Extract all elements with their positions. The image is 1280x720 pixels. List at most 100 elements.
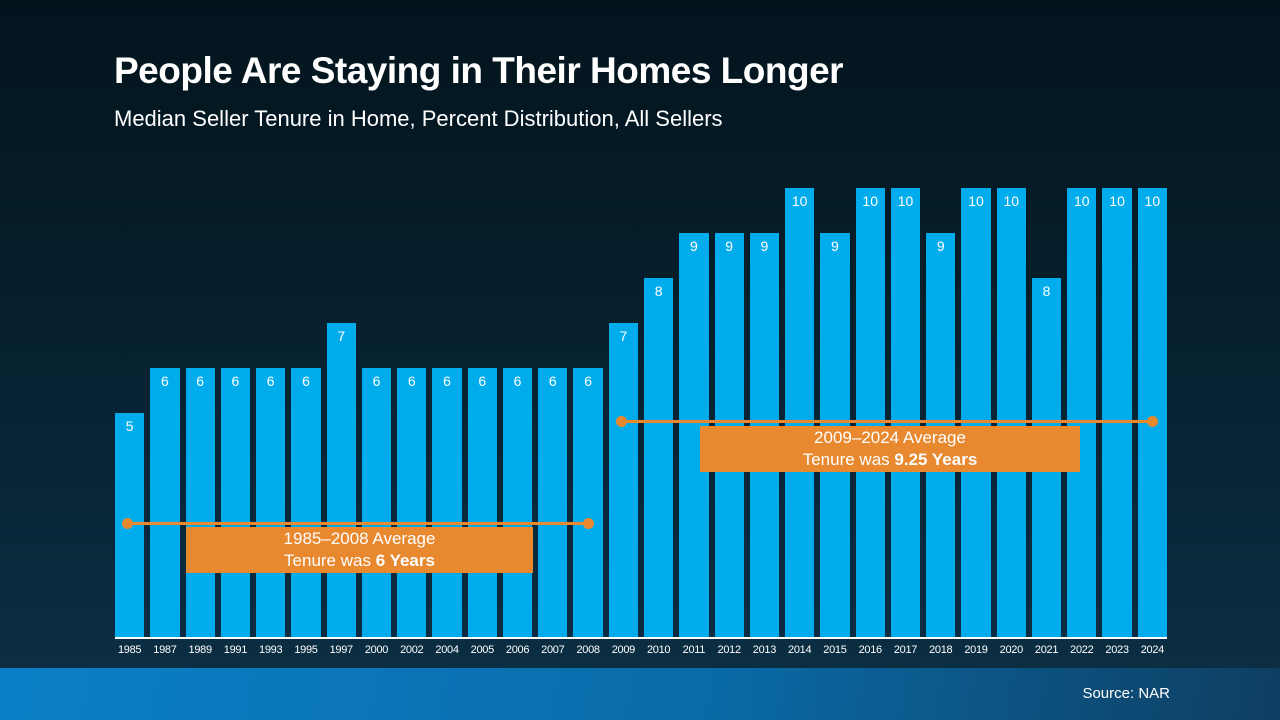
bar-value-label: 9 (831, 238, 839, 254)
bar-value-label: 10 (968, 193, 984, 209)
x-axis-tick-label: 2004 (435, 644, 459, 656)
bar-value-label: 6 (407, 373, 416, 389)
bar-2005: 6 (467, 368, 497, 638)
x-axis-tick-label: 2021 (1034, 644, 1059, 656)
x-axis-tick-label: 2018 (929, 644, 953, 656)
annotation-line2: Tenure was 9.25 Years (802, 450, 978, 469)
span-line-2009-2024 (616, 416, 1158, 427)
bar-value-label: 6 (302, 373, 310, 389)
x-axis-line (115, 637, 1167, 639)
line-endpoint-dot (616, 416, 627, 427)
x-axis-tick-label: 2010 (646, 644, 671, 656)
x-axis-tick-label: 2024 (1140, 644, 1165, 656)
bar-value-label: 6 (443, 373, 451, 389)
bar-value-label: 10 (1144, 193, 1161, 209)
bar-value-label: 6 (584, 373, 592, 389)
bar-2008: 6 (573, 368, 603, 638)
bar-1995: 6 (291, 368, 321, 638)
bar-value-label: 6 (513, 373, 522, 389)
x-axis-tick-label: 2009 (611, 644, 636, 656)
annotation-line1: 2009–2024 Average (814, 428, 966, 447)
bar-value-label: 9 (689, 238, 698, 254)
bar-2019: 10 (961, 188, 991, 638)
x-axis-tick-label: 2022 (1070, 644, 1094, 656)
x-axis-tick-label: 1993 (259, 644, 283, 656)
line-endpoint-dot (1147, 416, 1158, 427)
bar-2007: 6 (538, 368, 568, 638)
bar-value-label: 6 (548, 373, 557, 389)
bar-2017: 10 (890, 188, 921, 638)
bar-2022: 10 (1067, 188, 1097, 638)
x-axis-tick-label: 2011 (682, 644, 706, 656)
bar-value-label: 7 (337, 328, 346, 344)
bar-value-label: 5 (125, 418, 134, 434)
x-axis-tick-label: 2015 (823, 644, 847, 656)
annotation-line2: Tenure was 6 Years (284, 551, 435, 570)
bar-2004: 6 (432, 368, 462, 638)
bar-value-label: 6 (478, 373, 487, 389)
bar-2009: 7 (608, 323, 638, 638)
bar-2024: 10 (1137, 188, 1167, 638)
x-axis-tick-label: 2002 (400, 644, 424, 656)
x-axis-tick-label: 2005 (470, 644, 495, 656)
page-title: People Are Staying in Their Homes Longer (114, 50, 844, 91)
x-axis-tick-label: 2007 (541, 644, 565, 656)
bar-value-label: 10 (862, 193, 878, 209)
annotation-1985-2008-average: 1985–2008 Average Tenure was 6 Years (186, 527, 533, 573)
bar-value-label: 10 (1109, 193, 1125, 209)
bar-value-label: 6 (161, 373, 169, 389)
bar-value-label: 6 (372, 373, 381, 389)
x-axis-tick-label: 1997 (329, 644, 354, 656)
x-axis-tick-label: 2014 (788, 644, 812, 656)
bar-value-label: 8 (654, 283, 663, 299)
bar-value-label: 10 (791, 193, 808, 209)
bar-2006: 6 (502, 368, 533, 638)
bar-value-label: 10 (1003, 193, 1020, 209)
bar-1987: 6 (150, 368, 180, 638)
x-axis-tick-label: 2012 (717, 644, 742, 656)
x-axis-tick-label: 1987 (153, 644, 177, 656)
bar-1997: 7 (326, 323, 356, 638)
bar-2014: 10 (785, 188, 815, 638)
bar-2010: 8 (643, 278, 674, 638)
bar-2000: 6 (361, 368, 392, 638)
bar-2020: 10 (996, 188, 1026, 638)
x-axis-tick-label: 1991 (223, 644, 248, 656)
x-axis-tick-label: 2023 (1105, 644, 1129, 656)
x-axis-tick-label: 2013 (752, 644, 777, 656)
x-axis-tick-label: 2006 (505, 644, 530, 656)
bar-value-label: 9 (760, 238, 769, 254)
bar-1993: 6 (256, 368, 286, 638)
bar-value-label: 6 (266, 373, 275, 389)
bar-2016: 10 (855, 188, 885, 638)
bar-value-label: 8 (1042, 283, 1051, 299)
x-axis-tick-label: 2008 (576, 644, 600, 656)
bar-value-label: 7 (619, 328, 628, 344)
bar-2002: 6 (397, 368, 427, 638)
x-axis-tick-label: 2020 (999, 644, 1024, 656)
bar-1989: 6 (185, 368, 215, 638)
x-axis-tick-label: 2017 (893, 644, 918, 656)
bar-value-label: 6 (231, 373, 240, 389)
bar-value-label: 10 (1074, 193, 1090, 209)
span-line-1985-2008 (122, 518, 594, 529)
bar-value-label: 9 (725, 238, 734, 254)
footer-bar: Source: NAR (0, 668, 1280, 720)
line-endpoint-dot (583, 518, 594, 529)
x-axis-tick-label: 1995 (294, 644, 318, 656)
annotation-2009-2024-average: 2009–2024 Average Tenure was 9.25 Years (700, 426, 1080, 472)
x-axis-tick-label: 2000 (364, 644, 389, 656)
x-axis-tick-label: 1989 (188, 644, 213, 656)
line-endpoint-dot (122, 518, 133, 529)
x-axis-labels: 1985 1987 1989 1991 1993 1995 1997 2000 2002 2004… (115, 644, 1167, 656)
bar-2023: 10 (1102, 188, 1132, 638)
bar-value-label: 6 (196, 373, 205, 389)
x-axis-tick-label: 1985 (117, 644, 142, 656)
x-axis-tick-label: 2016 (858, 644, 883, 656)
bar-value-label: 9 (936, 238, 945, 254)
x-axis-tick-label: 2019 (964, 644, 988, 656)
page-subtitle: Median Seller Tenure in Home, Percent Di… (114, 106, 723, 131)
bar-1991: 6 (220, 368, 251, 638)
annotation-line1: 1985–2008 Average (283, 529, 436, 548)
